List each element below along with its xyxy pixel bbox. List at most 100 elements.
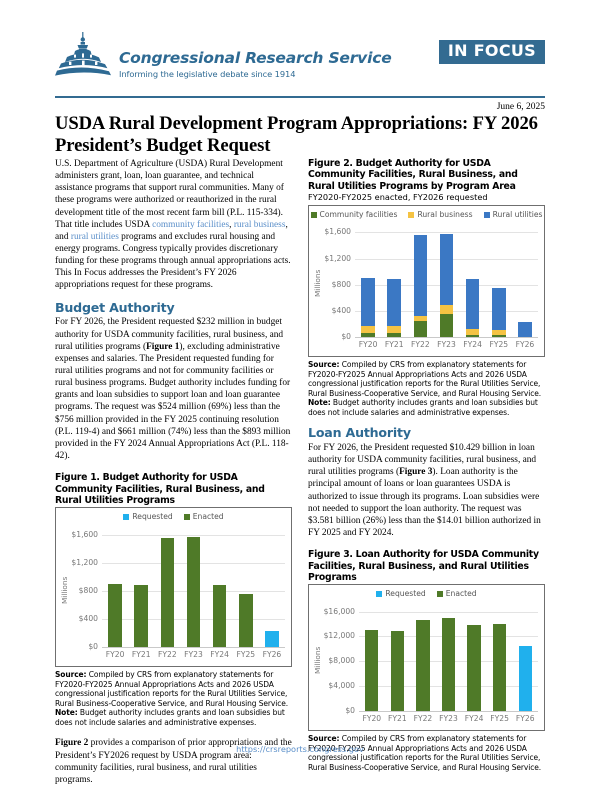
source-label-2: Source:	[308, 360, 340, 370]
f2-plot-bar-segment	[465, 329, 480, 335]
f2-plot-bar-segment	[465, 278, 480, 330]
link-rural-business[interactable]: rural business	[233, 219, 286, 230]
document-date: June 6, 2025	[496, 102, 545, 112]
figure-3-source-note: Source: Compiled by CRS from explanatory…	[308, 734, 545, 772]
legend-item-enacted: Enacted	[183, 512, 224, 522]
f3-plot-bar	[416, 620, 430, 712]
f3-plot-bar	[467, 624, 481, 712]
note-label-2: Note:	[308, 398, 331, 408]
f2-plot-x-tick: FY20	[358, 339, 378, 349]
f1-plot-gridline	[102, 647, 285, 649]
legend-item-requested-3: Requested	[376, 589, 426, 599]
source-label-3: Source:	[308, 734, 340, 744]
figure-3-title: Figure 3. Loan Authority for USDA Commun…	[308, 549, 539, 584]
section-heading-budget-authority: Budget Authority	[55, 299, 175, 315]
f1-plot-y-tick: $0	[88, 642, 98, 652]
figure-2-legend: Community facilities Rural business Rura…	[309, 206, 544, 220]
figure-3-plot: Millions $0 $4,000 $8,000 $12,000 $16,000 FY20…	[309, 599, 544, 726]
capitol-dome-icon	[55, 32, 113, 82]
f3-plot-y-tick: $8,000	[328, 656, 355, 666]
f3-plot-bar	[390, 630, 404, 712]
link-community-facilities[interactable]: community facilities	[152, 219, 230, 230]
note-text-2: Budget authority includes grants and loa…	[308, 398, 538, 417]
in-focus-badge: IN FOCUS	[438, 40, 545, 64]
legend-item-community-facilities: Community facilities	[310, 210, 398, 220]
figure-3-reference[interactable]: Figure 3	[399, 467, 433, 478]
figure-2-container: Community facilities Rural business Rura…	[308, 205, 545, 358]
f3-plot-y-tick: $12,000	[323, 631, 355, 641]
legend-swatch-requested-3	[376, 591, 383, 598]
budget-authority-paragraph: For FY 2026, the President requested $23…	[55, 316, 292, 462]
f2-plot-y-axis-label: Millions	[313, 270, 322, 298]
f1-plot-x-tick: FY24	[210, 650, 229, 660]
legend-label-community-facilities: Community facilities	[319, 210, 398, 220]
f2-plot-bar-segment	[413, 320, 428, 337]
f1-plot-x-tick: FY25	[236, 650, 256, 660]
f2-plot-y-tick: $1,600	[324, 227, 351, 237]
source-text-2: Compiled by CRS from explanatory stateme…	[308, 360, 542, 398]
la-text-b: ). Loan authority is the principal amoun…	[308, 467, 541, 539]
f3-plot-bar	[492, 623, 507, 712]
footer-url[interactable]: https://crsreports.congress.gov	[236, 744, 364, 754]
figure-1-plot: Millions $0 $400 $800 $1,200 $1,600 FY20 FY21 FY…	[56, 522, 291, 662]
f1-plot-bar	[108, 584, 122, 648]
note-label-1: Note:	[55, 708, 78, 718]
legend-swatch-rural-business	[408, 212, 415, 219]
figure-1-source-note: Source: Compiled by CRS from explanatory…	[55, 670, 292, 727]
f2-plot-y-tick: $800	[331, 279, 351, 289]
f1-plot-y-axis-label: Millions	[60, 576, 69, 604]
legend-label-enacted: Enacted	[192, 512, 224, 522]
note-text-1: Budget authority includes grants and loa…	[55, 708, 285, 727]
f3-plot-x-tick: FY24	[464, 714, 484, 724]
f1-plot-bar	[212, 584, 227, 648]
legend-swatch-enacted-3	[436, 591, 443, 598]
legend-item-rural-utilities: Rural utilities	[483, 210, 542, 220]
legend-label-requested-3: Requested	[385, 589, 426, 599]
f2-plot-bar-segment	[439, 305, 454, 314]
figure-1-reference[interactable]: Figure 1	[146, 341, 180, 352]
figure-1-container: Requested Enacted Millions $0 $400 $800 $1,2…	[55, 507, 292, 668]
intro-sep-1: ,	[229, 219, 234, 230]
intro-paragraph: U.S. Department of Agriculture (USDA) Ru…	[55, 158, 292, 292]
f3-plot-bar	[441, 617, 456, 712]
f2-plot-bar-segment	[361, 278, 375, 326]
source-text-1: Compiled by CRS from explanatory stateme…	[55, 670, 289, 708]
f2-plot-bar-segment	[491, 334, 506, 337]
figure-2-title: Figure 2. Budget Authority for USDA Comm…	[308, 158, 518, 192]
masthead-divider	[55, 96, 545, 98]
crs-wordmark: Congressional Research Service Informing…	[119, 51, 392, 82]
f2-plot-x-tick: FY25	[489, 339, 509, 349]
legend-label-enacted-3: Enacted	[445, 589, 477, 599]
f1-plot-x-tick: FY21	[131, 650, 151, 660]
figure-1-title: Figure 1. Budget Authority for USDA Comm…	[55, 472, 265, 506]
source-text-3: Compiled by CRS from explanatory stateme…	[308, 734, 542, 772]
f2-plot-x-tick: FY21	[384, 339, 404, 349]
f1-plot-bar	[186, 537, 201, 648]
document-page: Congressional Research Service Informing…	[55, 32, 545, 785]
left-column: U.S. Department of Agriculture (USDA) Ru…	[55, 158, 292, 795]
f2-plot-bar-segment	[387, 325, 401, 333]
figure-2-plot: Millions $0 $400 $800 $1,200 $1,600 FY20 FY21 FY…	[309, 220, 544, 352]
f2-plot-bar-segment	[465, 334, 480, 337]
f2-plot-bar-segment	[361, 325, 375, 333]
intro-sep-2: , and	[55, 219, 288, 242]
f2-plot-y-tick: $400	[331, 305, 351, 315]
figure-3-legend: Requested Enacted	[309, 585, 544, 599]
f1-plot-y-tick: $1,600	[71, 530, 98, 540]
f2-plot-bar-segment	[387, 332, 401, 337]
f3-plot-x-tick: FY20	[362, 714, 382, 724]
f1-plot-y-tick: $1,200	[71, 558, 98, 568]
f1-plot-gridline	[102, 535, 285, 537]
ba-text-b: ), excluding administrative expenses and…	[55, 341, 291, 461]
right-column: Figure 2. Budget Authority for USDA Comm…	[308, 158, 545, 773]
legend-item-requested: Requested	[123, 512, 173, 522]
f1-plot-x-tick: FY22	[158, 650, 177, 660]
link-rural-utilities[interactable]: rural utilities	[70, 231, 119, 242]
f2-plot-x-tick: FY23	[437, 339, 456, 349]
f2-plot-bar-segment	[439, 234, 454, 306]
f3-plot-x-tick: FY26	[515, 714, 535, 724]
figure-1-legend: Requested Enacted	[56, 508, 291, 522]
figure-2-reference[interactable]: Figure 2	[55, 738, 89, 749]
legend-swatch-community-facilities	[310, 212, 317, 219]
f2-plot-bar-segment	[491, 287, 506, 330]
